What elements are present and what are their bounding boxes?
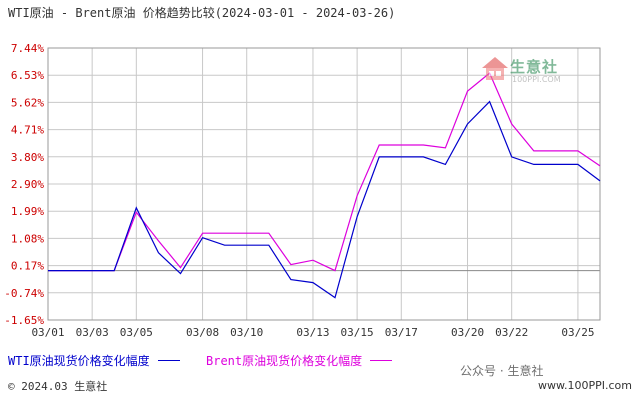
legend-swatch-brent [370,359,393,361]
x-tick-label: 03/22 [495,326,528,339]
legend-label-wti: WTI原油现货价格变化幅度 [8,353,150,368]
x-tick-label: 03/13 [296,326,329,339]
website-link[interactable]: www.100PPI.com [538,379,632,392]
series-lines [48,72,601,299]
x-tick-label: 03/10 [230,326,263,339]
y-tick-label: 3.80% [11,151,44,164]
y-tick-label: 1.08% [11,232,44,245]
x-tick-label: 03/17 [385,326,418,339]
y-tick-label: 5.62% [11,96,44,109]
y-tick-label: 0.17% [11,260,44,273]
x-tick-label: 03/05 [120,326,153,339]
x-tick-label: 03/15 [341,326,374,339]
watermark-logo: 生意社 100PPI.COM [480,54,576,90]
plot-border [47,47,601,321]
y-tick-label: 1.99% [11,205,44,218]
watermark-url: 100PPI.COM [512,75,561,84]
y-tick-label: -0.74% [4,287,44,300]
x-tick-label: 03/03 [76,326,109,339]
y-tick-label: -1.65% [4,314,44,327]
y-tick-label: 7.44% [11,42,44,55]
tick-labels: 7.44% 6.53% 5.62% 4.71% 3.80% 2.90% 1.99% 1.08%… [4,42,594,339]
watermark-name: 生意社 [510,58,559,76]
legend-item-wti: WTI原油现货价格变化幅度 [8,352,180,368]
wechat-watermark: 公众号 · 生意社 [460,364,544,378]
chart-title: WTI原油 - Brent原油 价格趋势比较(2024-03-01 - 2024… [8,6,396,20]
brent-line [48,72,601,272]
x-tick-label: 03/20 [451,326,484,339]
x-tick-label: 03/08 [186,326,219,339]
legend-item-brent: Brent原油现货价格变化幅度 [206,352,393,368]
wti-line [48,100,601,299]
legend-swatch-wti [157,359,180,361]
y-tick-label: 4.71% [11,124,44,137]
y-tick-label: 2.90% [11,178,44,191]
axes [47,47,601,321]
copyright-footer: © 2024.03 生意社 [8,380,108,393]
x-tick-label: 03/25 [561,326,594,339]
x-tick-label: 03/01 [31,326,64,339]
house-logo-icon [482,57,508,80]
legend-label-brent: Brent原油现货价格变化幅度 [206,353,363,368]
y-tick-label: 6.53% [11,69,44,82]
